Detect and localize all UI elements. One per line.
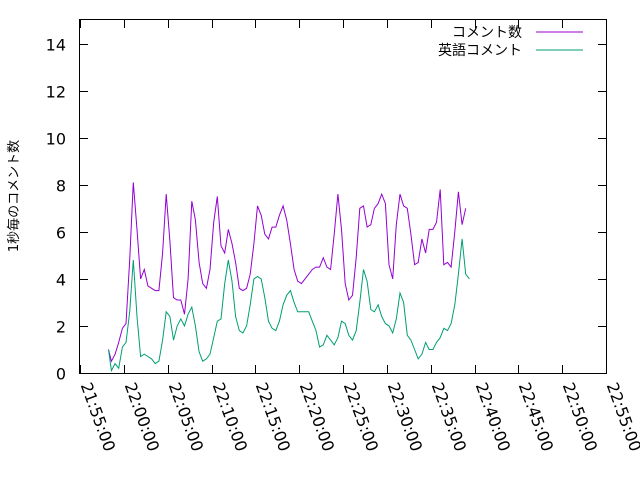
x-tick-label: 22:25:00	[340, 380, 382, 454]
x-tick-label: 22:05:00	[165, 380, 207, 454]
series-line-1	[108, 238, 470, 373]
y-tick-label: 10	[46, 130, 66, 149]
x-tick-label: 22:35:00	[428, 380, 470, 454]
x-tick-label: 22:10:00	[209, 380, 251, 454]
y-axis: 0 2 4 6 8 10 12 14	[46, 36, 606, 384]
y-tick-label: 4	[56, 271, 66, 290]
y-tick-label: 6	[56, 224, 66, 243]
plot-frame	[79, 19, 607, 374]
x-tick-label: 22:40:00	[472, 380, 514, 454]
legend-label: 英語コメント	[438, 42, 522, 59]
x-tick-label: 22:45:00	[515, 380, 557, 454]
x-tick-label: 22:55:00	[603, 380, 640, 454]
series-lines	[108, 182, 470, 373]
x-axis: 21:55:00 22:00:00 22:05:00 22:10:00 22:15:00…	[77, 20, 640, 454]
legend-label: コメント数	[452, 25, 522, 41]
x-tick-label: 21:55:00	[77, 380, 119, 454]
x-tick-label: 22:50:00	[559, 380, 601, 454]
y-tick-label: 12	[46, 83, 66, 102]
x-tick-label: 22:00:00	[121, 380, 163, 454]
x-tick-label: 22:20:00	[296, 380, 338, 454]
y-tick-label: 0	[56, 365, 66, 384]
plot-area	[79, 19, 607, 374]
series-line-0	[108, 182, 467, 363]
x-tick-label: 22:30:00	[384, 380, 426, 454]
x-tick-label: 22:15:00	[252, 380, 294, 454]
y-tick-label: 2	[56, 318, 66, 337]
y-axis-label: 1秒毎のコメント数	[6, 140, 22, 252]
y-tick-label: 8	[56, 177, 66, 196]
y-tick-label: 14	[46, 36, 66, 55]
